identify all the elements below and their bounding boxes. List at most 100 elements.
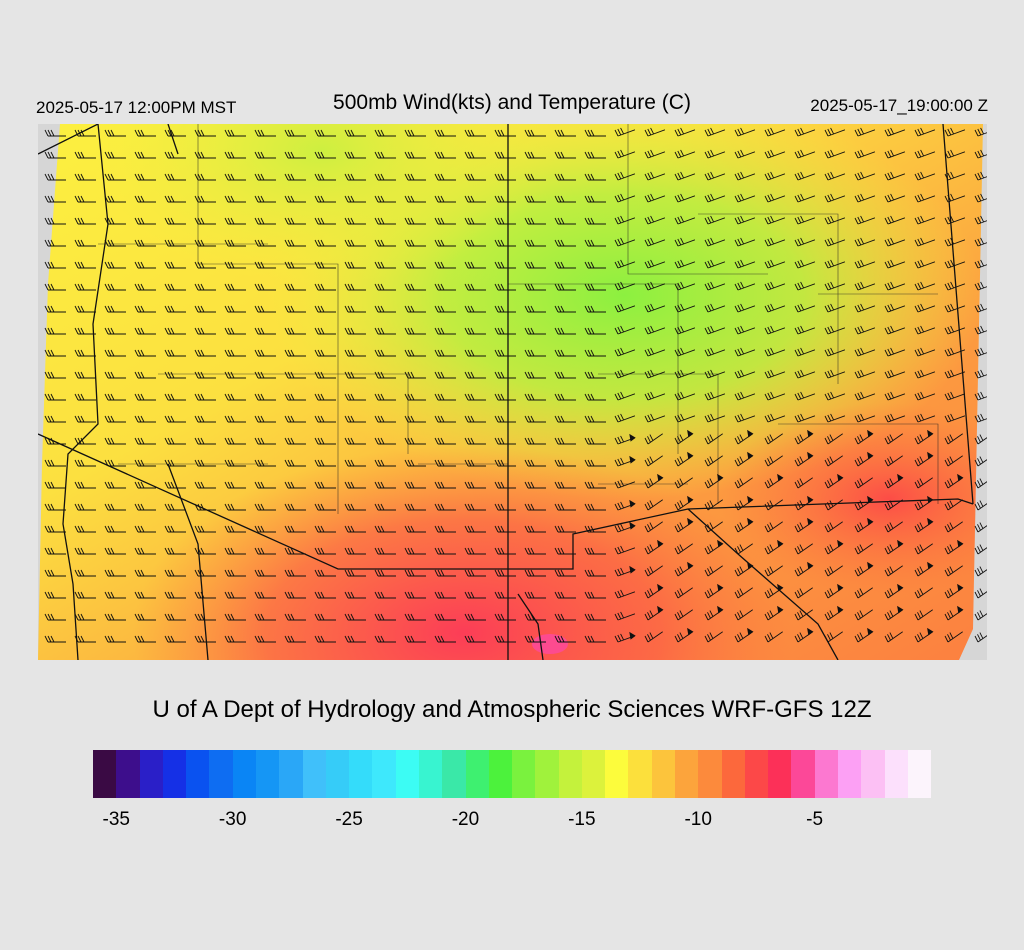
wind-pennant <box>867 627 874 636</box>
wind-barb <box>374 151 396 159</box>
wind-barb <box>704 521 723 533</box>
wind-barb <box>254 613 276 621</box>
wind-barb <box>704 499 723 511</box>
wind-barb <box>74 217 96 225</box>
wind-barb <box>734 413 756 423</box>
wind-barb <box>644 369 666 379</box>
wind-barb <box>74 129 96 137</box>
wind-barb <box>854 281 876 291</box>
wind-barb <box>494 569 516 577</box>
wind-barb <box>524 591 546 599</box>
wind-barb <box>74 635 96 643</box>
wind-barb <box>524 415 546 423</box>
wind-barb <box>914 521 933 533</box>
wind-barb <box>824 259 846 269</box>
wind-barb <box>674 433 693 445</box>
wind-barb <box>254 415 276 423</box>
wind-barb <box>824 433 843 445</box>
wind-barb <box>494 525 516 533</box>
wind-barb <box>104 393 126 401</box>
wind-barb <box>674 171 696 181</box>
wind-barb <box>74 437 96 445</box>
wind-barb <box>164 569 186 577</box>
wind-barb <box>374 547 396 555</box>
wind-barb <box>794 325 816 335</box>
wind-barb <box>524 195 546 203</box>
wind-barb <box>404 195 426 203</box>
wind-pennant <box>777 605 784 614</box>
wind-barb <box>584 525 606 533</box>
wind-barb <box>644 127 666 137</box>
wind-barb <box>794 347 816 357</box>
wind-barb <box>434 195 456 203</box>
wind-barb <box>44 173 66 181</box>
wind-barb <box>224 481 246 489</box>
wind-barb <box>734 193 756 203</box>
wind-barb <box>914 215 936 225</box>
wind-barb <box>644 303 666 313</box>
wind-barb <box>914 303 936 313</box>
wind-barb <box>614 523 636 533</box>
colorbar-cell <box>418 750 443 798</box>
wind-pennant <box>777 473 784 482</box>
temperature-wind-map <box>38 124 987 660</box>
wind-barb <box>44 503 66 511</box>
wind-barb <box>74 547 96 555</box>
wind-barb <box>224 283 246 291</box>
wind-barb <box>674 565 693 577</box>
wind-barb <box>794 369 816 379</box>
wind-barb <box>764 455 783 467</box>
wind-barb <box>194 261 216 269</box>
wind-barb <box>494 173 516 181</box>
wind-barb <box>44 129 66 137</box>
wind-barb <box>764 543 783 555</box>
colorbar-cell <box>558 750 582 798</box>
wind-barb <box>944 413 966 423</box>
wind-barb <box>704 413 726 423</box>
wind-barb <box>344 327 366 335</box>
wind-barb <box>164 393 186 401</box>
wind-barb <box>374 393 396 401</box>
wind-barb <box>674 237 696 247</box>
wind-barb <box>554 481 576 489</box>
wind-barb <box>974 369 987 379</box>
credit-line: U of A Dept of Hydrology and Atmospheric… <box>152 696 872 723</box>
wind-barb <box>284 217 306 225</box>
colorbar-cell <box>325 750 350 798</box>
wind-barb <box>314 349 336 357</box>
wind-barb <box>854 259 876 269</box>
wind-barb <box>164 217 186 225</box>
wind-barb <box>284 151 306 159</box>
wind-barb <box>284 459 306 467</box>
wind-barb <box>944 631 963 643</box>
colorbar-cell <box>512 750 536 798</box>
wind-barb <box>284 349 306 357</box>
wind-barb <box>434 327 456 335</box>
wind-barb <box>44 151 66 159</box>
wind-barb <box>764 347 786 357</box>
wind-pennant <box>717 473 724 482</box>
colorbar-ticks: -35 -30 -25 -20 -15 -10 -5 <box>0 809 1024 839</box>
wind-barb <box>194 129 216 137</box>
wind-barb <box>284 481 306 489</box>
wind-barb <box>194 635 216 643</box>
wind-barb <box>44 613 66 621</box>
wind-barb <box>434 261 456 269</box>
wind-barb <box>974 434 987 445</box>
wind-barb <box>734 455 753 467</box>
wind-barb <box>194 151 216 159</box>
colorbar-tick-label: -20 <box>451 809 480 830</box>
wind-barb <box>584 195 606 203</box>
wind-barb <box>584 635 606 643</box>
wind-barb <box>764 587 783 599</box>
wind-barb <box>374 503 396 511</box>
wind-barb <box>284 547 306 555</box>
wind-barb <box>824 477 843 489</box>
wind-pennant <box>717 539 724 548</box>
wind-barb <box>314 635 336 643</box>
wind-barb <box>464 547 486 555</box>
wind-barb <box>194 371 216 379</box>
wind-barb <box>734 325 756 335</box>
wind-barb <box>104 371 126 379</box>
colorbar-cell <box>838 750 862 798</box>
